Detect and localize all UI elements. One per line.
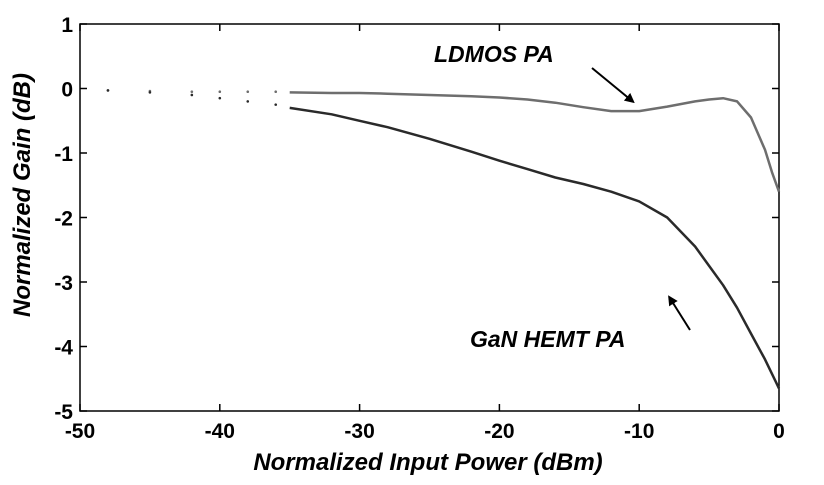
ldmos-pa-line xyxy=(289,91,781,193)
y-tick-label: 0 xyxy=(61,79,73,102)
data-point xyxy=(106,89,110,92)
y-tick-label: -2 xyxy=(54,208,73,231)
axis-ticks: -50 -40 -30 -20 -10 0 1 0 -1 -2 -3 -4 -5 xyxy=(54,14,785,443)
data-point xyxy=(274,90,278,94)
data-point xyxy=(274,103,278,106)
x-tick-label: -10 xyxy=(624,420,654,443)
x-axis-title: Normalized Input Power (dBm) xyxy=(253,449,602,476)
plot-frame xyxy=(79,23,780,412)
x-tick-label: -50 xyxy=(65,420,95,443)
series-group xyxy=(106,89,781,389)
ldmos-pa-annotation: LDMOS PA xyxy=(434,41,554,67)
ldmos-pa-arrow xyxy=(591,67,635,104)
data-point xyxy=(190,93,194,97)
x-tick-label: -30 xyxy=(344,420,374,443)
data-point xyxy=(246,100,250,103)
y-tick-label: -5 xyxy=(54,401,73,424)
plot-area xyxy=(79,23,780,412)
y-tick-label: -4 xyxy=(54,337,73,360)
x-tick-label: -20 xyxy=(484,420,514,443)
gan-hemt-pa-arrow xyxy=(668,295,691,331)
gan-hemt-pa-annotation: GaN HEMT PA xyxy=(470,326,625,352)
data-point xyxy=(218,96,222,100)
x-tick-label: -40 xyxy=(205,420,235,443)
data-point xyxy=(246,90,250,94)
gan-hemt-pa-line xyxy=(289,106,781,389)
annotations: LDMOS PA GaN HEMT PA xyxy=(434,41,691,352)
data-point xyxy=(190,90,194,94)
y-tick-label: 1 xyxy=(61,14,73,37)
y-tick-label: -1 xyxy=(54,143,73,166)
x-tick-label: 0 xyxy=(773,420,785,443)
data-point xyxy=(148,91,152,94)
data-point xyxy=(218,90,222,94)
y-tick-label: -3 xyxy=(54,272,73,295)
y-axis-title: Normalized Gain (dB) xyxy=(9,73,36,317)
